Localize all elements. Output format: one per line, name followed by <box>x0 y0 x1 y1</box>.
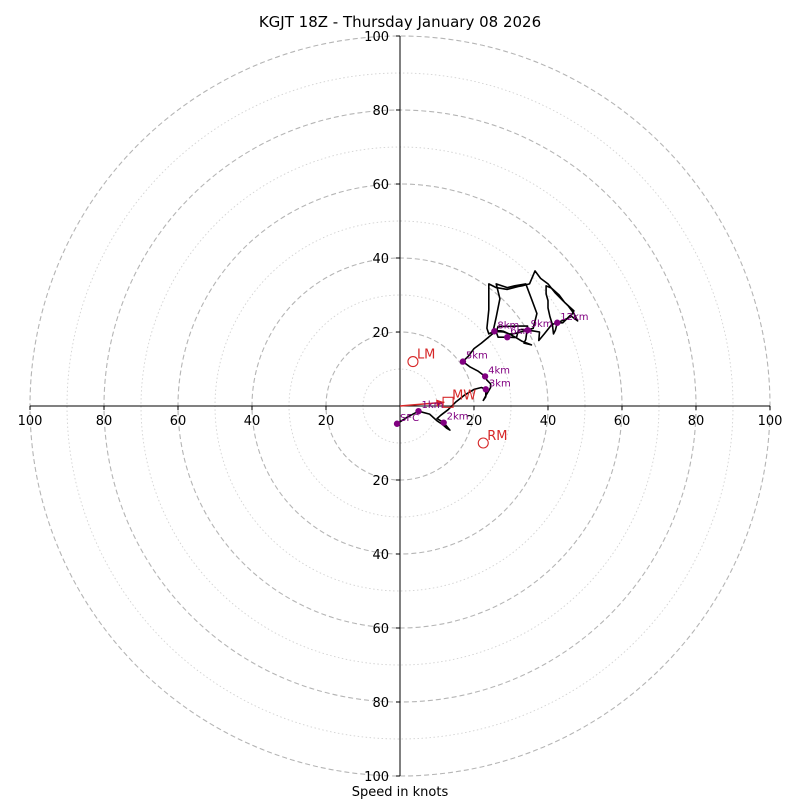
height-marker-dot <box>440 419 447 426</box>
storm-motion: LM RM MW <box>399 348 508 449</box>
height-marker-label: 12km <box>560 312 588 323</box>
storm-motion-label: LM <box>417 348 435 363</box>
storm-motion-label: MW <box>452 388 476 403</box>
height-marker-label: 1km <box>422 400 444 411</box>
y-tick-label: 20 <box>372 474 389 489</box>
height-marker-dot <box>504 333 511 341</box>
height-marker-dot <box>481 373 489 380</box>
height-marker-label: 2km <box>447 412 469 423</box>
height-marker-dot <box>482 386 490 393</box>
height-marker-label: 5km <box>466 351 488 362</box>
wind-trace <box>396 270 579 431</box>
mean-wind-arrow-head <box>436 399 445 407</box>
x-tick-label: 60 <box>614 414 631 429</box>
height-marker-dot <box>415 407 422 415</box>
axis-ticks: 100 80 60 40 20 20 40 60 80 100 100 80 60 40 20 20 40 60 8… <box>18 30 783 785</box>
y-tick-label: 100 <box>364 30 389 45</box>
hodograph-trace-line <box>396 270 579 431</box>
x-tick-label: 20 <box>318 414 335 429</box>
y-tick-label: 100 <box>364 770 389 785</box>
x-axis-label: Speed in knots <box>352 785 449 800</box>
x-tick-label: 100 <box>758 414 783 429</box>
left-mover-marker <box>407 356 419 368</box>
storm-motion-label: RM <box>487 429 507 444</box>
height-marker-label: 6km <box>510 326 532 337</box>
x-tick-label: 20 <box>466 414 483 429</box>
y-tick-label: 80 <box>372 104 389 119</box>
x-tick-label: 80 <box>688 414 705 429</box>
height-marker-label: 3km <box>489 378 511 389</box>
mean-wind-marker <box>442 396 454 408</box>
x-tick-label: 60 <box>170 414 187 429</box>
height-marker-dot <box>459 358 467 365</box>
height-marker-label: 8km <box>497 320 519 331</box>
y-tick-label: 40 <box>372 548 389 563</box>
y-tick-label: 60 <box>372 178 389 193</box>
height-marker-dot <box>491 328 498 335</box>
height-marker-dot <box>524 326 531 334</box>
y-tick-label: 60 <box>372 622 389 637</box>
x-tick-label: 40 <box>244 414 261 429</box>
x-tick-label: 40 <box>540 414 557 429</box>
height-marker-label: 4km <box>488 365 510 376</box>
height-marker-label: SFC <box>400 413 419 424</box>
y-tick-label: 40 <box>372 252 389 267</box>
x-tick-label: 80 <box>96 414 113 429</box>
y-tick-label: 80 <box>372 696 389 711</box>
x-tick-label: 100 <box>18 414 43 429</box>
height-marker-dot <box>393 420 401 427</box>
height-marker-dot <box>554 319 561 326</box>
height-marker-label: 9km <box>531 319 553 330</box>
y-tick-label: 20 <box>372 326 389 341</box>
chart-title: KGJT 18Z - Thursday January 08 2026 <box>259 13 541 31</box>
right-mover-marker <box>477 437 489 449</box>
